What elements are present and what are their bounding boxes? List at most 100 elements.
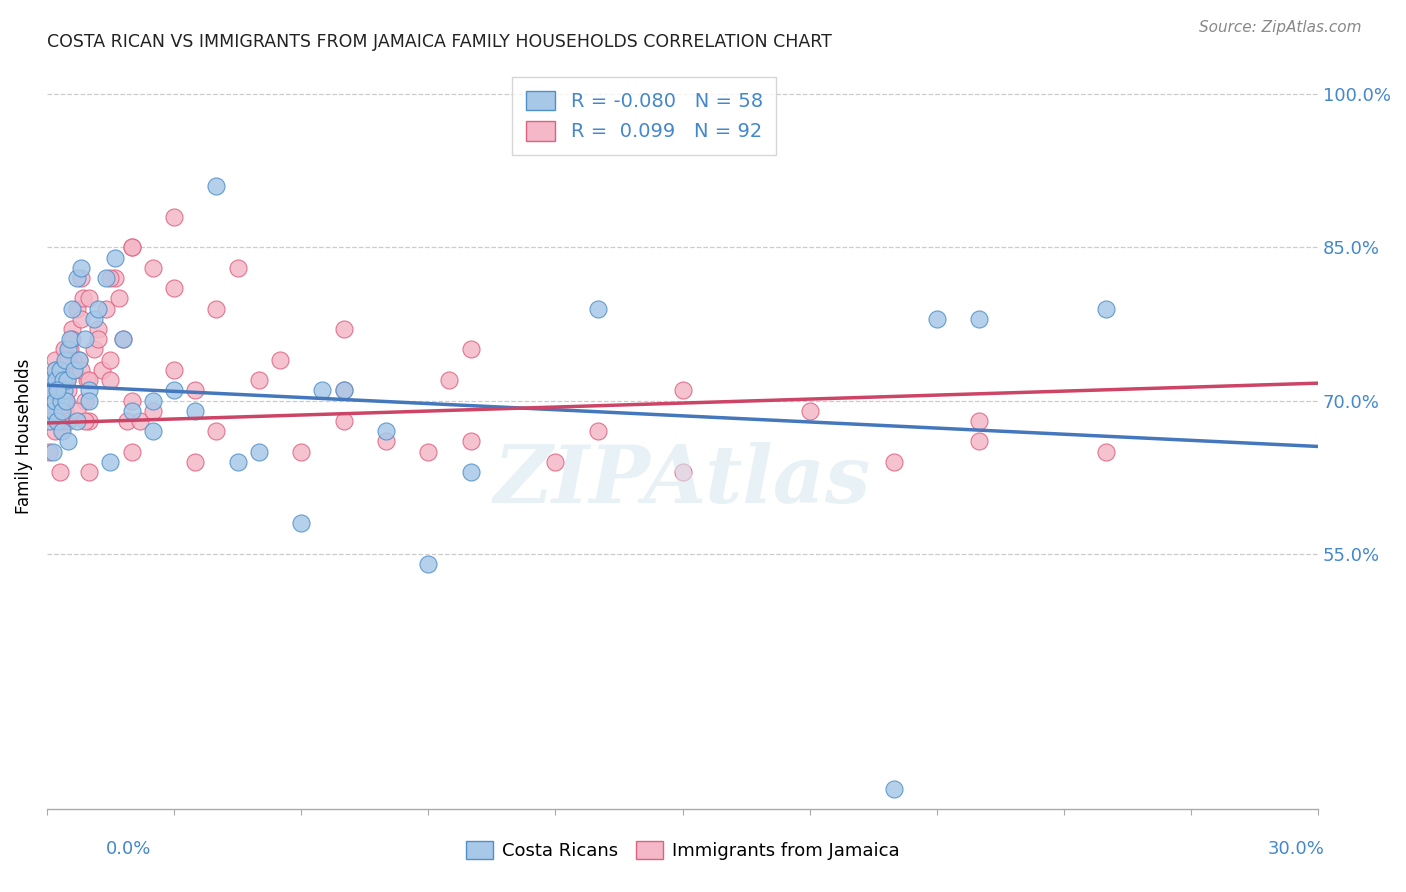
Point (129, 414, 152, 428)
Point (121, 240, 143, 254)
Point (87, 332, 110, 346)
Point (290, 444, 312, 458)
Point (142, 424, 165, 438)
Point (671, 465, 693, 479)
Point (56, 352, 79, 367)
Point (91, 363, 114, 377)
Point (671, 384, 693, 398)
Legend: R = -0.080   N = 58, R =  0.099   N = 92: R = -0.080 N = 58, R = 0.099 N = 92 (512, 77, 776, 155)
Point (460, 434, 482, 449)
Point (967, 311, 990, 326)
Point (52, 373, 75, 387)
Point (87, 322, 110, 336)
Point (39, 373, 62, 387)
Point (44, 363, 66, 377)
Point (65, 301, 87, 316)
Point (69, 260, 91, 275)
Point (332, 322, 354, 336)
Point (45, 363, 67, 377)
Point (73, 393, 96, 408)
Y-axis label: Family Households: Family Households (15, 359, 32, 514)
Point (247, 444, 270, 458)
Point (439, 373, 461, 387)
Point (332, 384, 354, 398)
Point (42, 403, 65, 417)
Point (39, 393, 62, 408)
Point (42, 444, 65, 458)
Point (96, 301, 118, 316)
Point (56, 373, 79, 387)
Point (104, 271, 127, 285)
Point (77, 465, 100, 479)
Point (121, 403, 143, 417)
Point (69, 271, 91, 285)
Point (46, 414, 69, 428)
Point (586, 301, 609, 316)
Point (67, 352, 90, 367)
Point (51, 384, 73, 398)
Point (52, 384, 75, 398)
Point (48, 465, 70, 479)
Point (87, 301, 110, 316)
Point (44, 384, 66, 398)
Point (226, 260, 249, 275)
Point (77, 292, 100, 306)
Point (73, 414, 96, 428)
Point (205, 301, 228, 316)
Point (205, 179, 228, 194)
Point (100, 455, 122, 469)
Point (163, 384, 186, 398)
Point (163, 363, 186, 377)
Point (38, 444, 60, 458)
Point (44, 393, 66, 408)
Point (53, 352, 76, 367)
Point (184, 384, 207, 398)
Point (1095, 301, 1118, 316)
Point (52, 363, 75, 377)
Point (39, 393, 62, 408)
Point (56, 384, 79, 398)
Point (205, 424, 228, 438)
Point (100, 271, 122, 285)
Point (63, 363, 86, 377)
Point (67, 352, 90, 367)
Point (39, 414, 62, 428)
Point (76, 373, 98, 387)
Point (269, 352, 291, 367)
Point (42, 403, 65, 417)
Point (77, 393, 100, 408)
Point (460, 465, 482, 479)
Point (77, 414, 100, 428)
Point (60, 301, 83, 316)
Point (332, 384, 354, 398)
Point (52, 373, 75, 387)
Point (96, 271, 118, 285)
Text: Source: ZipAtlas.com: Source: ZipAtlas.com (1198, 20, 1361, 35)
Point (460, 343, 482, 357)
Point (56, 373, 79, 387)
Point (38, 414, 60, 428)
Point (56, 414, 79, 428)
Point (142, 403, 165, 417)
Point (55, 393, 77, 408)
Point (59, 343, 82, 357)
Point (59, 332, 82, 346)
Point (77, 373, 100, 387)
Point (60, 352, 83, 367)
Point (184, 455, 207, 469)
Point (374, 434, 396, 449)
Point (60, 322, 83, 336)
Point (117, 414, 139, 428)
Point (112, 332, 135, 346)
Point (799, 403, 821, 417)
Point (51, 403, 73, 417)
Point (52, 343, 75, 357)
Point (49, 424, 72, 438)
Point (311, 384, 333, 398)
Point (83, 311, 105, 326)
Point (226, 455, 249, 469)
Text: COSTA RICAN VS IMMIGRANTS FROM JAMAICA FAMILY HOUSEHOLDS CORRELATION CHART: COSTA RICAN VS IMMIGRANTS FROM JAMAICA F… (46, 33, 832, 51)
Point (418, 557, 440, 571)
Point (51, 424, 73, 438)
Point (69, 363, 91, 377)
